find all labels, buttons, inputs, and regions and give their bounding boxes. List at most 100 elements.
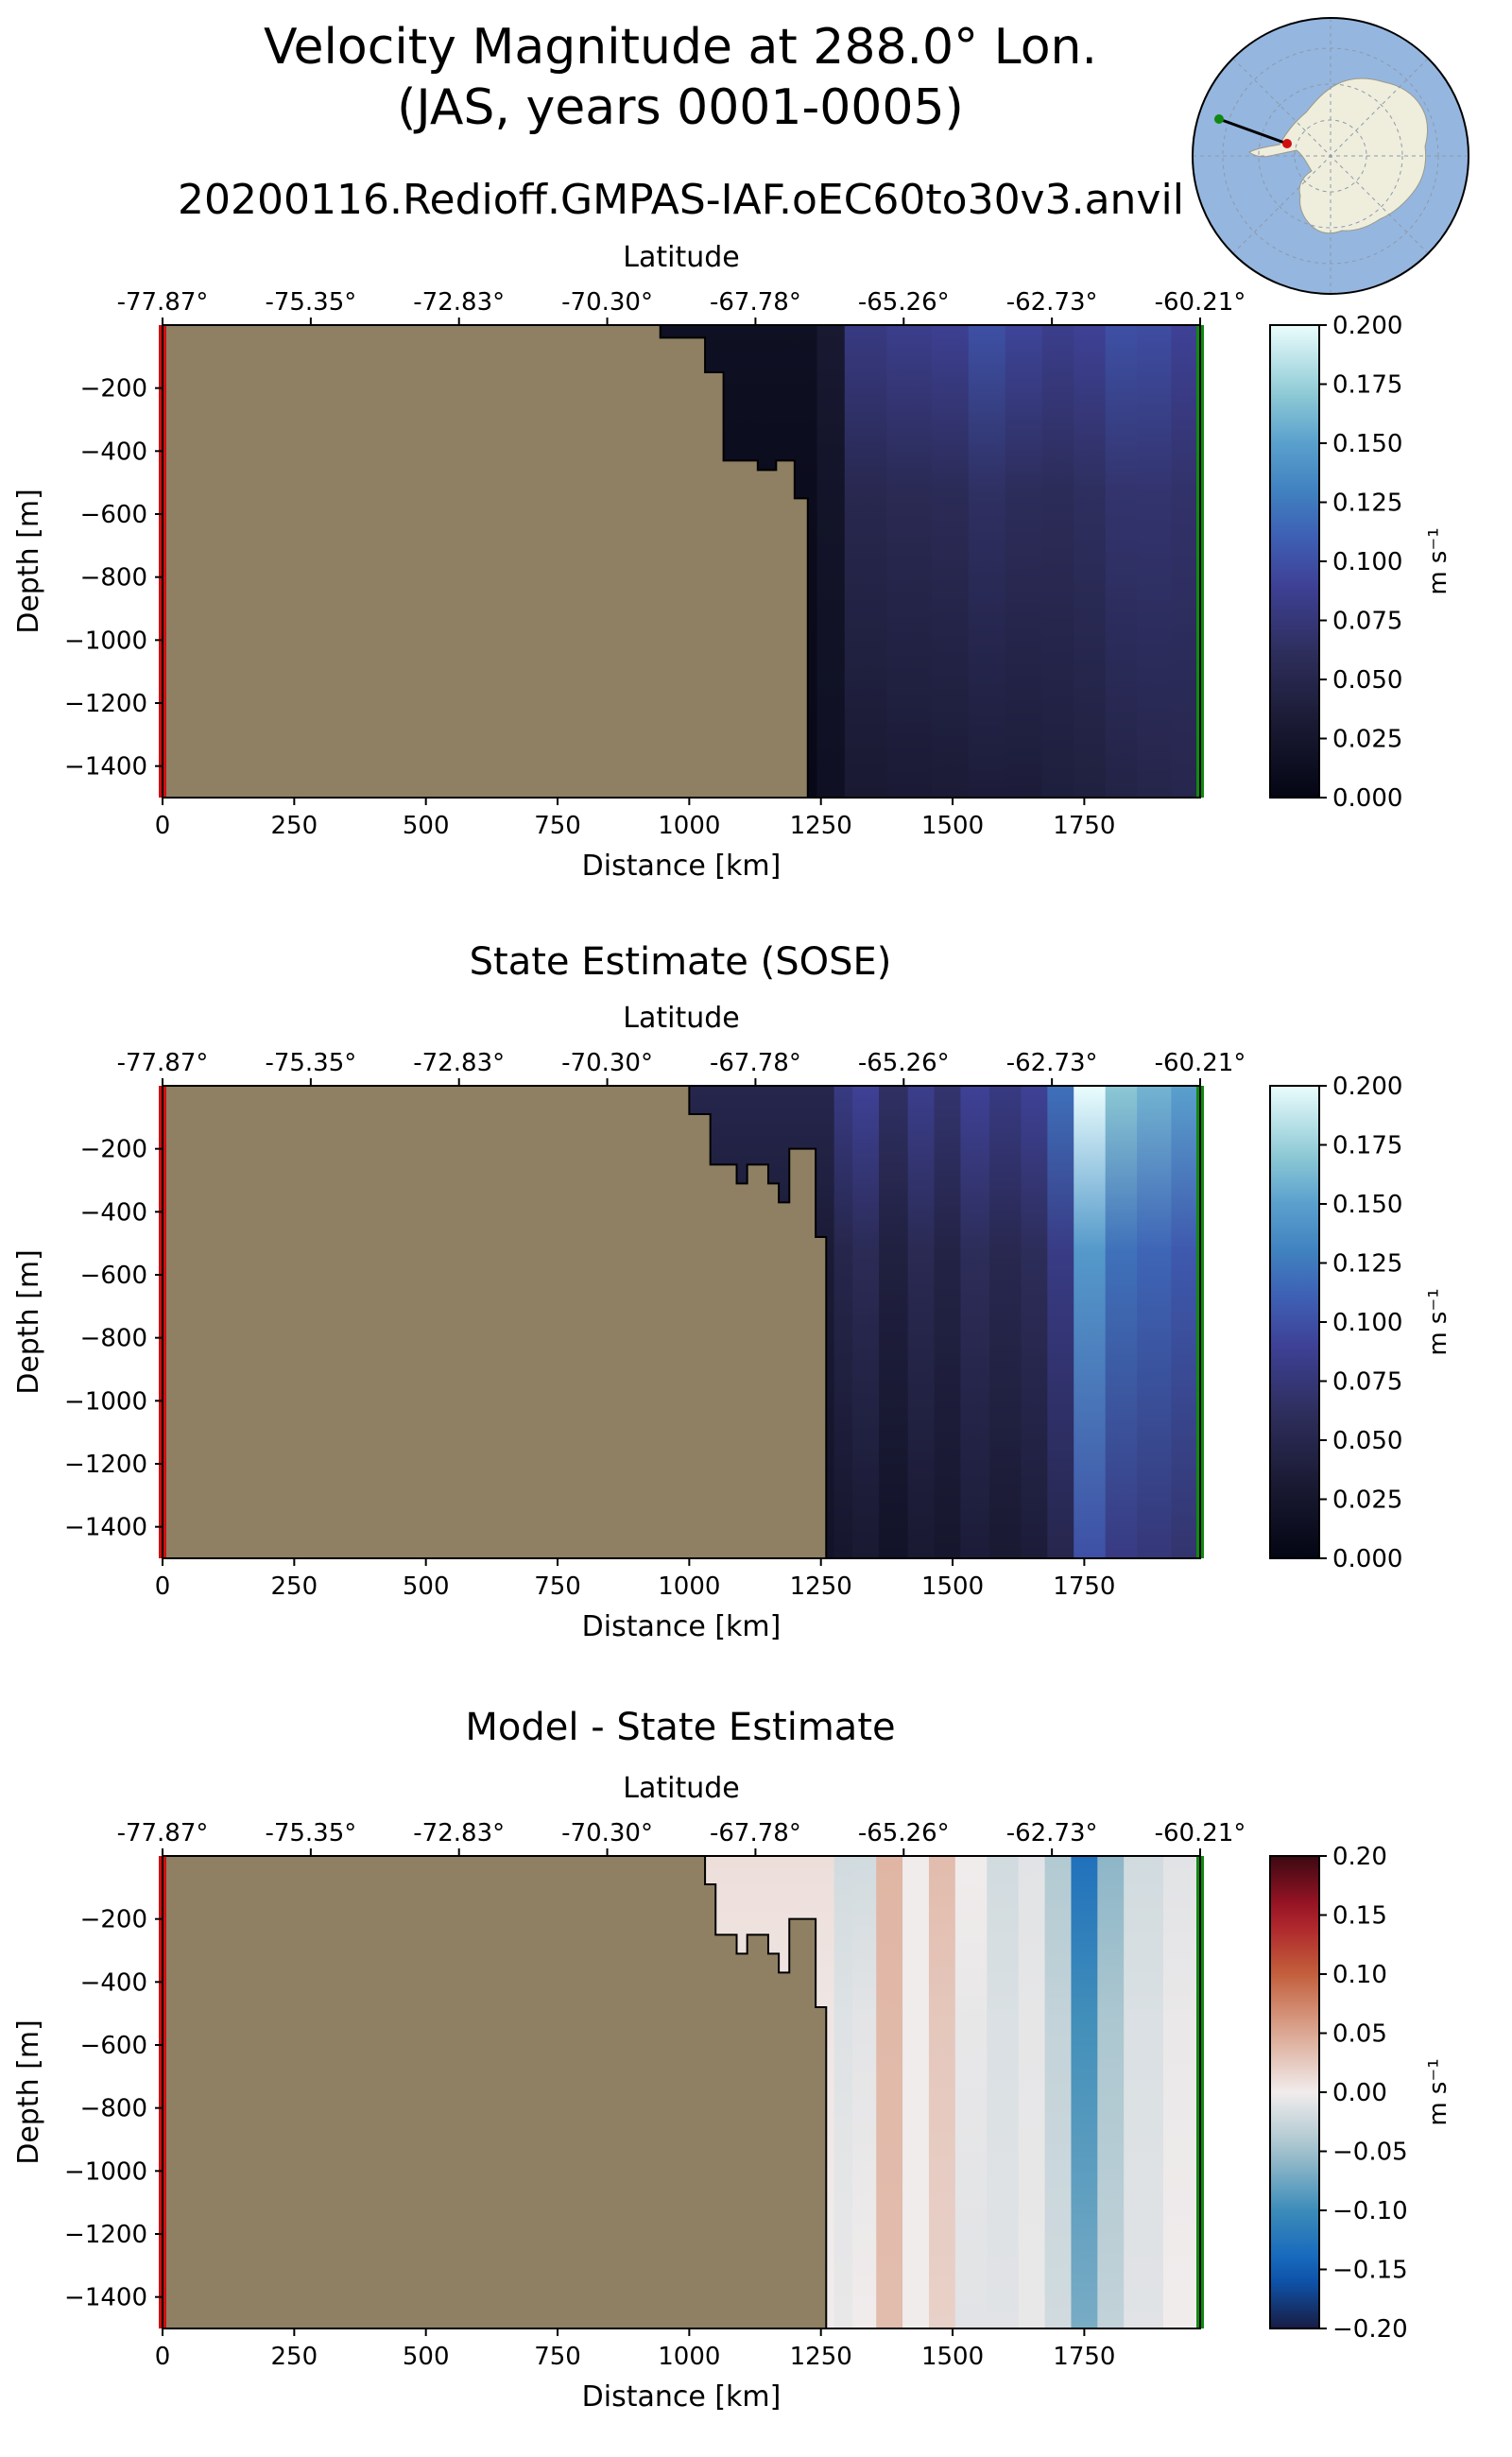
velocity-field-column bbox=[968, 325, 1006, 798]
velocity-field-column bbox=[879, 1086, 909, 1558]
x-tick-label: 1750 bbox=[1053, 812, 1115, 840]
colorbar-tick-label: 0.125 bbox=[1332, 1250, 1402, 1279]
y-tick-label: −1200 bbox=[64, 1451, 147, 1479]
velocity-field-column bbox=[833, 1086, 853, 1558]
velocity-field-column bbox=[1044, 1856, 1072, 2328]
colorbar-label: m s⁻¹ bbox=[1424, 1288, 1452, 1355]
velocity-field-column bbox=[844, 325, 887, 798]
x-tick-label: 0 bbox=[155, 2343, 171, 2371]
panel-model: Latitude -77.87° -75.35° -72.83° -70.30° -67.… bbox=[0, 236, 1512, 898]
velocity-field-column bbox=[1018, 1856, 1046, 2328]
x-tick-label: 1250 bbox=[790, 2343, 852, 2371]
colorbar-tick-label: −0.15 bbox=[1332, 2257, 1408, 2285]
land-bathymetry bbox=[162, 1855, 828, 2329]
transect-start-marker bbox=[1282, 139, 1292, 148]
x-tick-label: 250 bbox=[271, 1572, 318, 1601]
velocity-field-column bbox=[1074, 1086, 1107, 1558]
x-tick-label: 0 bbox=[155, 1572, 171, 1601]
lat-tick-label: -62.73° bbox=[1006, 1049, 1098, 1077]
y-tick-label: −1000 bbox=[64, 627, 147, 655]
y-tick-label: −1400 bbox=[64, 2284, 147, 2312]
lat-tick-label: -72.83° bbox=[413, 288, 505, 317]
plot-frame bbox=[162, 324, 1201, 799]
y-tick-label: −1400 bbox=[64, 753, 147, 782]
lat-tick-label: -75.35° bbox=[265, 288, 356, 317]
velocity-field-column bbox=[1005, 325, 1043, 798]
colorbar-tick-label: 0.05 bbox=[1332, 2020, 1387, 2049]
colorbar-tick-label: 0.200 bbox=[1332, 1073, 1402, 1101]
colorbar-tick-label: 0.000 bbox=[1332, 784, 1402, 813]
colorbar-tick-label: 0.150 bbox=[1332, 1191, 1402, 1219]
top-axis-label: Latitude bbox=[623, 1772, 739, 1805]
velocity-field-column bbox=[852, 1086, 880, 1558]
colorbar-tick-label: 0.075 bbox=[1332, 608, 1402, 636]
x-tick-label: 1750 bbox=[1053, 1572, 1115, 1601]
velocity-field-column bbox=[931, 325, 970, 798]
colorbar-tick-label: −0.05 bbox=[1332, 2139, 1408, 2167]
colorbar-tick-label: 0.025 bbox=[1332, 726, 1402, 754]
y-tick-label: −600 bbox=[80, 501, 147, 529]
top-axis-label: Latitude bbox=[623, 241, 739, 274]
panel-sose-title: State Estimate (SOSE) bbox=[469, 940, 892, 984]
velocity-field-column bbox=[833, 1856, 853, 2328]
colorbar-tick-label: 0.150 bbox=[1332, 430, 1402, 458]
velocity-field-column bbox=[928, 1856, 956, 2328]
panel-sose-chart: Latitude -77.87° -75.35° -72.83° -70.30° -67.… bbox=[12, 1002, 1452, 1643]
velocity-field-column bbox=[1047, 1086, 1074, 1558]
colorbar-tick-label: 0.175 bbox=[1332, 1132, 1402, 1160]
lat-tick-label: -60.21° bbox=[1155, 1049, 1246, 1077]
y-tick-label: −400 bbox=[80, 1968, 147, 1997]
colorbar-tick-label: 0.050 bbox=[1332, 1427, 1402, 1455]
transect-line bbox=[1218, 117, 1288, 146]
y-tick-label: −1200 bbox=[64, 2221, 147, 2249]
x-tick-label: 250 bbox=[271, 2343, 318, 2371]
velocity-field-column bbox=[852, 1856, 877, 2328]
y-tick-label: −400 bbox=[80, 438, 147, 466]
panel-difference-title: Model - State Estimate bbox=[465, 1706, 896, 1749]
velocity-field-column bbox=[1097, 1856, 1125, 2328]
x-tick-label: 1000 bbox=[658, 2343, 720, 2371]
lat-tick-label: -75.35° bbox=[265, 1819, 356, 1847]
lat-tick-label: -62.73° bbox=[1006, 288, 1098, 317]
lat-tick-label: -65.26° bbox=[858, 288, 950, 317]
lat-tick-label: -75.35° bbox=[265, 1049, 356, 1077]
x-tick-label: 1250 bbox=[790, 1572, 852, 1601]
land-bathymetry bbox=[162, 324, 809, 799]
x-tick-label: 500 bbox=[403, 2343, 450, 2371]
velocity-field-column bbox=[1171, 1086, 1201, 1558]
lat-tick-label: -77.87° bbox=[117, 1049, 209, 1077]
transect-end-marker bbox=[1214, 114, 1224, 124]
lat-tick-label: -70.30° bbox=[561, 1819, 653, 1847]
y-tick-label: −1000 bbox=[64, 2157, 147, 2186]
run-name: 20200116.Redioff.GMPAS-IAF.oEC60to30v3.a… bbox=[178, 176, 1184, 224]
x-tick-label: 250 bbox=[271, 812, 318, 840]
y-tick-label: −800 bbox=[80, 2095, 147, 2123]
lat-tick-label: -77.87° bbox=[117, 1819, 209, 1847]
colorbar-tick-label: 0.10 bbox=[1332, 1961, 1387, 1989]
panel-model-chart: Latitude -77.87° -75.35° -72.83° -70.30° -67.… bbox=[12, 241, 1452, 883]
colorbar-tick-label: 0.000 bbox=[1332, 1545, 1402, 1573]
velocity-field-column bbox=[816, 325, 846, 798]
velocity-field-column bbox=[1105, 1086, 1138, 1558]
x-tick-label: 750 bbox=[534, 1572, 581, 1601]
x-axis-label: Distance [km] bbox=[582, 1610, 782, 1643]
colorbar-tick-label: −0.10 bbox=[1332, 2197, 1408, 2225]
y-tick-label: −600 bbox=[80, 2032, 147, 2060]
antarctic-inset-map bbox=[1192, 17, 1469, 295]
lat-tick-label: -60.21° bbox=[1155, 1819, 1246, 1847]
x-tick-label: 500 bbox=[403, 1572, 450, 1601]
plot-frame bbox=[162, 1855, 1201, 2329]
x-tick-label: 750 bbox=[534, 2343, 581, 2371]
top-axis-label: Latitude bbox=[623, 1002, 739, 1035]
y-tick-label: −800 bbox=[80, 1325, 147, 1353]
x-tick-label: 1000 bbox=[658, 812, 720, 840]
x-tick-label: 1000 bbox=[658, 1572, 720, 1601]
y-tick-label: −1200 bbox=[64, 690, 147, 718]
lat-tick-label: -70.30° bbox=[561, 1049, 653, 1077]
panel-difference: Model - State Estimate Latitude -77.87° -7… bbox=[0, 1706, 1512, 2443]
x-axis-label: Distance [km] bbox=[582, 2380, 782, 2414]
lat-tick-label: -70.30° bbox=[561, 288, 653, 317]
colorbar-tick-label: 0.125 bbox=[1332, 490, 1402, 518]
y-tick-label: −200 bbox=[80, 1136, 147, 1164]
lat-tick-label: -67.78° bbox=[710, 1819, 801, 1847]
